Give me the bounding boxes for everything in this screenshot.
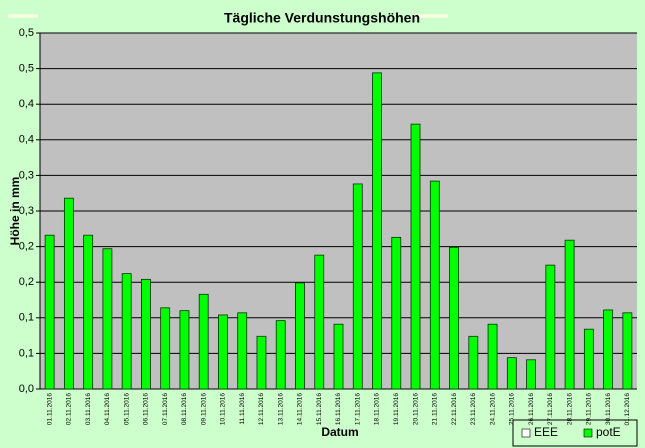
bar [237,312,248,390]
x-tick-label: 21.11.2016 [432,393,439,425]
y-tick-label: 0,2 [19,241,34,253]
chart-title: Tägliche Verdunstungshöhen [224,10,420,26]
x-axis-label: Datum [321,425,358,439]
y-tick-label: 0,3 [19,205,34,217]
x-tick-label: 26.11.2016 [528,393,535,425]
legend [512,419,638,447]
x-tick-label: 30.11.2016 [605,393,612,425]
x-tick-label: 25.11.2016 [509,393,516,425]
x-tick-label: 18.11.2016 [374,393,381,425]
bar [63,197,74,390]
bar [429,180,440,390]
x-tick-label: 07.11.2016 [162,393,169,425]
x-tick-label: 28.11.2016 [566,393,573,425]
bar [121,273,132,390]
x-tick-label: 02.11.2016 [66,393,73,425]
x-tick-label: 01.12.2016 [624,393,631,426]
y-tick-label: 0,2 [19,276,34,288]
y-tick-label: 0,5 [19,27,34,39]
x-tick-label: 15.11.2016 [316,393,323,425]
x-tick-label: 06.11.2016 [143,393,150,425]
y-tick-label: 0,4 [19,134,34,146]
legend-swatch [583,428,593,438]
x-tick-label: 05.11.2016 [123,393,130,425]
bar [506,357,517,390]
bar [391,236,402,390]
y-axis-label: Höhe in mm [8,177,22,246]
x-tick-label: 12.11.2016 [258,393,265,425]
bar [256,335,267,390]
y-tick-label: 0,5 [19,63,34,75]
bar [179,310,190,390]
bar [314,254,325,390]
bar [410,123,421,390]
bar [83,234,94,390]
bar [526,359,536,390]
y-tick-label: 0,4 [19,98,34,110]
x-tick-label: 01.11.2016 [46,393,53,425]
x-tick-label: 22.11.2016 [451,393,458,425]
x-tick-label: 24.11.2016 [489,393,496,425]
x-tick-label: 11.11.2016 [239,393,246,425]
bar [141,278,151,390]
bar [622,312,633,390]
bar [44,234,55,390]
x-tick-label: 04.11.2016 [104,393,111,425]
bar [564,239,575,390]
y-tick-label: 0,3 [19,169,34,181]
bar [352,183,363,390]
x-tick-label: 19.11.2016 [393,393,400,425]
x-tick-label: 03.11.2016 [85,393,92,425]
bar [583,328,594,390]
bar [487,323,498,390]
y-tick-label: 0,1 [19,312,34,324]
x-tick-label: 20.11.2016 [412,393,419,425]
y-tick-label: 0,1 [19,347,34,359]
x-tick-label: 14.11.2016 [297,393,304,425]
bar [102,248,113,390]
x-tick-label: 13.11.2016 [277,393,284,425]
x-tick-label: 23.11.2016 [470,393,477,425]
bar [603,309,614,390]
legend-swatch [521,428,531,438]
bar [275,320,286,390]
legend-label: potE [596,425,621,439]
x-tick-label: 29.11.2016 [586,393,593,425]
x-tick-label: 09.11.2016 [200,393,207,425]
x-tick-label: 10.11.2016 [220,393,227,425]
bar [333,323,344,390]
bar [160,307,171,390]
bar [198,293,209,390]
x-tick-label: 27.11.2016 [547,393,554,425]
bar [545,264,556,390]
bar [449,246,459,390]
y-tick-label: 0,0 [19,383,34,395]
legend-label: EEE [534,425,558,439]
bar [468,335,479,390]
x-tick-label: 17.11.2016 [354,393,361,425]
bar [372,72,382,390]
x-tick-label: 08.11.2016 [181,393,188,425]
x-tick-label: 16.11.2016 [335,393,342,425]
bar [295,282,305,390]
bar [218,314,228,390]
